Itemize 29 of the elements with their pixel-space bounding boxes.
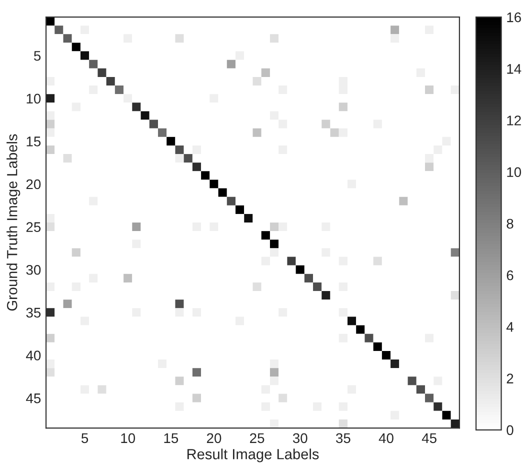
color-bar-label: 10	[507, 167, 522, 178]
x-tick-label: 40	[378, 433, 394, 444]
y-tick-label: 10	[26, 94, 41, 104]
x-tick-label: 15	[164, 433, 178, 444]
x-tick-label: 45	[422, 433, 436, 444]
y-tick-label: 5	[34, 51, 41, 61]
y-tick-label: 30	[26, 264, 41, 275]
color-bar-label: 8	[506, 218, 514, 229]
x-tick-label: 35	[336, 433, 350, 444]
y-tick-label: 35	[26, 308, 41, 318]
x-tick-label: 10	[121, 433, 136, 444]
y-tick-label: 45	[26, 394, 41, 404]
color-bar-label: 12	[507, 116, 521, 126]
color-bar-label: 14	[507, 64, 522, 74]
color-bar-label: 0	[506, 425, 514, 436]
x-tick-label: 25	[250, 433, 264, 444]
y-tick-label: 20	[26, 179, 41, 190]
y-tick-label: 40	[26, 350, 41, 360]
x-tick-label: 5	[81, 433, 88, 444]
color-bar-label: 6	[506, 270, 514, 280]
y-axis-title: Ground Truth Image Labels	[6, 134, 20, 311]
color-bar-label: 4	[506, 322, 514, 332]
color-bar-label: 2	[506, 374, 514, 384]
color-bar-label: 16	[507, 12, 521, 22]
x-tick-label: 30	[292, 433, 308, 444]
y-tick-label: 15	[26, 136, 41, 146]
y-tick-label: 25	[26, 222, 41, 232]
x-axis-title: Result Image Labels	[187, 448, 319, 462]
x-tick-label: 20	[206, 433, 222, 444]
